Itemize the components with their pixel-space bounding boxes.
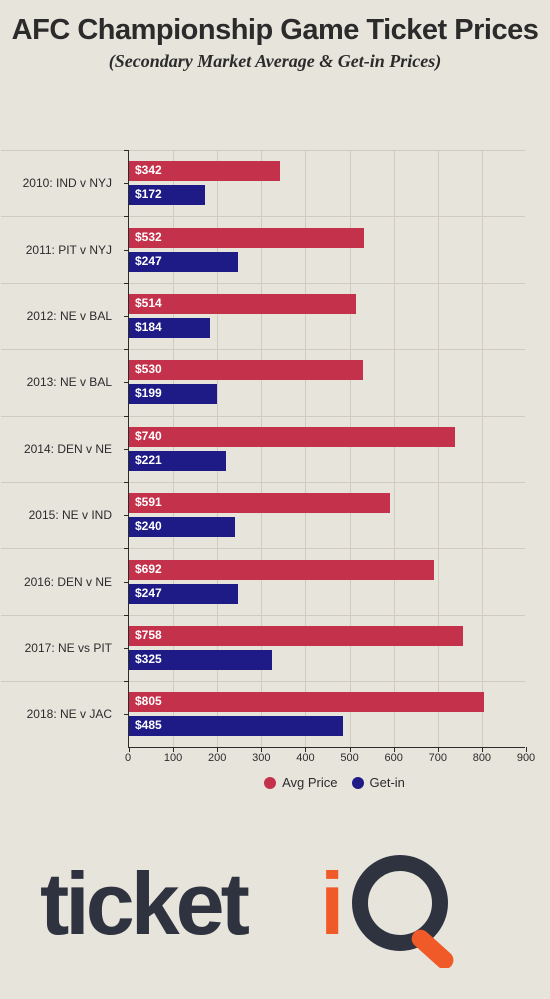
ticketiq-logo: ticket i: [20, 838, 530, 968]
bar-getin: $325: [129, 650, 272, 670]
y-category-label: 2015: NE v IND: [0, 508, 112, 522]
x-tick-label: 300: [252, 752, 270, 764]
plot-region: Avg PriceGet-in 010020030040050060070080…: [128, 150, 525, 748]
bar-value-label: $247: [135, 586, 162, 600]
svg-text:ticket: ticket: [40, 854, 250, 953]
legend-label-avg: Avg Price: [282, 775, 337, 790]
x-tick-label: 100: [164, 752, 182, 764]
y-tick-mark: [124, 482, 129, 483]
y-tick-mark: [124, 681, 129, 682]
legend: Avg Price Get-in: [129, 774, 526, 790]
bar-value-label: $740: [135, 429, 162, 443]
row-separator: [1, 681, 525, 682]
row-separator: [1, 482, 525, 483]
bar-value-label: $805: [135, 694, 162, 708]
row-separator: [1, 615, 525, 616]
svg-text:i: i: [320, 854, 340, 953]
gridline: [482, 150, 483, 747]
bar-value-label: $485: [135, 718, 162, 732]
bar-value-label: $172: [135, 187, 162, 201]
row-separator: [1, 150, 525, 151]
y-tick-mark: [124, 714, 129, 715]
bar-value-label: $240: [135, 519, 162, 533]
y-tick-mark: [124, 615, 129, 616]
legend-swatch-avg: [264, 777, 276, 789]
legend-label-getin: Get-in: [370, 775, 405, 790]
bar-value-label: $325: [135, 652, 162, 666]
y-category-label: 2018: NE v JAC: [0, 707, 112, 721]
bar-avg: $692: [129, 560, 434, 580]
y-tick-mark: [124, 582, 129, 583]
bar-getin: $240: [129, 517, 235, 537]
bar-value-label: $184: [135, 320, 162, 334]
bar-value-label: $199: [135, 386, 162, 400]
y-tick-mark: [124, 316, 129, 317]
x-tick-label: 200: [208, 752, 226, 764]
y-tick-mark: [124, 216, 129, 217]
chart-title: AFC Championship Game Ticket Prices: [0, 0, 550, 47]
y-category-label: 2013: NE v BAL: [0, 375, 112, 389]
y-tick-mark: [124, 349, 129, 350]
bar-value-label: $514: [135, 296, 162, 310]
y-category-label: 2012: NE v BAL: [0, 309, 112, 323]
y-category-label: 2017: NE vs PIT: [0, 641, 112, 655]
bar-avg: $740: [129, 427, 455, 447]
bar-getin: $485: [129, 716, 343, 736]
bar-value-label: $221: [135, 453, 162, 467]
bar-avg: $591: [129, 493, 390, 513]
bar-value-label: $342: [135, 163, 162, 177]
bar-avg: $805: [129, 692, 484, 712]
gridline: [394, 150, 395, 747]
bar-getin: $247: [129, 252, 238, 272]
legend-swatch-getin: [352, 777, 364, 789]
bar-value-label: $591: [135, 495, 162, 509]
row-separator: [1, 349, 525, 350]
row-separator: [1, 548, 525, 549]
y-tick-mark: [124, 150, 129, 151]
y-category-label: 2014: DEN v NE: [0, 442, 112, 456]
bar-value-label: $247: [135, 254, 162, 268]
bar-value-label: $758: [135, 628, 162, 642]
y-tick-mark: [124, 382, 129, 383]
y-tick-mark: [124, 515, 129, 516]
bar-getin: $247: [129, 584, 238, 604]
x-tick-label: 700: [429, 752, 447, 764]
x-tick-label: 0: [125, 752, 131, 764]
bar-getin: $184: [129, 318, 210, 338]
y-tick-mark: [124, 648, 129, 649]
x-tick-label: 400: [296, 752, 314, 764]
chart-area: 2010: IND v NYJ 2011: PIT v NYJ 2012: NE v…: [0, 150, 550, 798]
x-tick-label: 500: [340, 752, 358, 764]
y-category-label: 2011: PIT v NYJ: [0, 243, 112, 257]
y-tick-mark: [124, 449, 129, 450]
y-tick-mark: [124, 250, 129, 251]
gridline: [438, 150, 439, 747]
brand-logo: ticket i: [0, 838, 550, 973]
x-tick-label: 600: [384, 752, 402, 764]
x-tick-label: 800: [473, 752, 491, 764]
bar-avg: $758: [129, 626, 463, 646]
bar-getin: $172: [129, 185, 205, 205]
y-category-label: 2016: DEN v NE: [0, 575, 112, 589]
bar-value-label: $532: [135, 230, 162, 244]
row-separator: [1, 283, 525, 284]
y-tick-mark: [124, 416, 129, 417]
row-separator: [1, 416, 525, 417]
bar-value-label: $530: [135, 362, 162, 376]
x-tick-label: 900: [517, 752, 535, 764]
row-separator: [1, 216, 525, 217]
bar-avg: $342: [129, 161, 280, 181]
bar-avg: $514: [129, 294, 356, 314]
y-tick-mark: [124, 183, 129, 184]
chart-subtitle: (Secondary Market Average & Get-in Price…: [0, 51, 550, 72]
bar-getin: $221: [129, 451, 226, 471]
bar-value-label: $692: [135, 562, 162, 576]
y-category-label: 2010: IND v NYJ: [0, 176, 112, 190]
bar-avg: $530: [129, 360, 363, 380]
y-tick-mark: [124, 548, 129, 549]
y-tick-mark: [124, 283, 129, 284]
y-axis-labels: 2010: IND v NYJ 2011: PIT v NYJ 2012: NE v…: [0, 150, 128, 798]
bar-avg: $532: [129, 228, 364, 248]
bar-getin: $199: [129, 384, 217, 404]
